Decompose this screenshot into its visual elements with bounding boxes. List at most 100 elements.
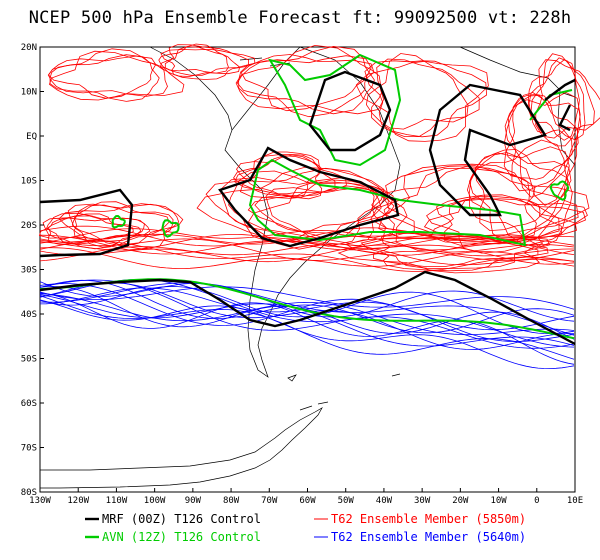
- contour-5850m: [47, 48, 168, 97]
- contour-5640m: [39, 299, 575, 370]
- lon-tick-label: 130W: [29, 496, 51, 506]
- avn-5850m-contour: [111, 214, 126, 229]
- lon-tick-label: 40W: [376, 496, 393, 506]
- legend-item-avn: AVN (12Z) T126 Control: [85, 530, 261, 544]
- contour-5850m: [239, 153, 347, 199]
- contour-5640m: [39, 283, 575, 331]
- lon-tick-label: 120W: [67, 496, 89, 506]
- lon-tick-label: 60W: [299, 496, 316, 506]
- lon-tick-label: 30W: [414, 496, 431, 506]
- legend-label-avn: AVN (12Z) T126 Control: [102, 530, 261, 544]
- contour-5850m: [234, 151, 336, 195]
- lat-tick-label: 40S: [21, 310, 37, 320]
- contour-5850m: [426, 197, 588, 254]
- contour-5850m: [205, 167, 387, 247]
- contour-5850m: [235, 44, 385, 115]
- contour-5850m: [232, 155, 323, 200]
- avn-5850m-contour: [161, 219, 180, 238]
- legend: MRF (00Z) T126 Control AVN (12Z) T126 Co…: [85, 512, 526, 544]
- contour-5850m: [160, 49, 256, 80]
- lat-tick-label: 10S: [21, 177, 37, 187]
- lon-tick-label: 0: [534, 496, 539, 506]
- legend-item-5850m: T62 Ensemble Member (5850m): [314, 512, 526, 526]
- legend-item-5640m: T62 Ensemble Member (5640m): [314, 530, 526, 544]
- contour-5850m: [39, 243, 575, 266]
- legend-label-5850m: T62 Ensemble Member (5850m): [331, 512, 526, 526]
- contour-5850m: [47, 215, 142, 246]
- contour-5850m: [235, 154, 321, 199]
- lon-tick-label: 80W: [223, 496, 240, 506]
- contour-5850m: [39, 234, 575, 265]
- contour-5850m: [436, 194, 586, 246]
- contour-5850m: [39, 244, 574, 263]
- lat-tick-label: EQ: [26, 132, 37, 142]
- contour-5850m: [238, 45, 375, 115]
- longitude-axis: 130W 120W 110W 100W 90W 80W 70W 60W 50W 40W 30W 20W…: [29, 488, 583, 506]
- contour-5850m: [503, 93, 573, 180]
- contour-5850m: [236, 55, 372, 118]
- contour-5850m: [504, 92, 582, 198]
- contour-5850m: [469, 152, 572, 243]
- contour-5850m: [535, 59, 600, 147]
- lat-tick-label: 80S: [21, 488, 37, 498]
- mrf-5850m-contour: [428, 83, 547, 217]
- contour-5850m: [164, 44, 249, 76]
- lon-tick-label: 50W: [338, 496, 355, 506]
- contour-5850m: [466, 146, 570, 244]
- contour-5640m: [39, 287, 575, 342]
- contour-5640m: [39, 295, 575, 360]
- legend-item-mrf: MRF (00Z) T126 Control: [85, 512, 261, 526]
- avn-5850m-contour: [549, 180, 570, 201]
- contour-5640m: [39, 293, 575, 336]
- map-frame: [39, 46, 576, 493]
- contour-5850m: [385, 165, 590, 251]
- contour-5640m: [39, 285, 575, 340]
- mrf-5850m-contour: [308, 70, 392, 152]
- contour-5850m: [337, 234, 544, 274]
- lon-tick-label: 20W: [452, 496, 469, 506]
- contour-5640m: [39, 279, 575, 334]
- mrf-control-contours: [39, 70, 576, 346]
- contour-5850m: [355, 60, 489, 142]
- lat-tick-label: 20N: [21, 43, 37, 53]
- contour-5850m: [373, 232, 539, 267]
- mrf-5850m-contour: [544, 78, 576, 132]
- lat-tick-label: 10N: [21, 88, 37, 98]
- contour-5850m: [527, 59, 580, 141]
- contour-5640m: [39, 286, 575, 335]
- contour-5850m: [474, 149, 569, 232]
- lat-tick-label: 20S: [21, 221, 37, 231]
- lat-tick-label: 70S: [21, 444, 37, 454]
- contour-5850m: [468, 139, 573, 247]
- mrf-5850m-contour: [39, 188, 134, 258]
- lon-tick-label: 110W: [106, 496, 128, 506]
- contour-5850m: [364, 60, 488, 138]
- lat-tick-label: 60S: [21, 399, 37, 409]
- lon-tick-label: 90W: [185, 496, 202, 506]
- contour-5850m: [73, 201, 170, 241]
- contour-5850m: [378, 163, 579, 241]
- mrf-5850m-contour: [218, 146, 400, 248]
- legend-label-5640m: T62 Ensemble Member (5640m): [331, 530, 526, 544]
- central-america-coast: [149, 46, 233, 131]
- lon-tick-label: 10E: [567, 496, 583, 506]
- mrf-5640m-contour: [39, 270, 576, 346]
- lon-tick-label: 70W: [261, 496, 278, 506]
- contour-5850m: [71, 204, 174, 248]
- lon-tick-label: 100W: [144, 496, 166, 506]
- south-shetland-islands: [299, 401, 329, 411]
- africa-coast: [459, 46, 576, 166]
- south-america-coast: [224, 46, 401, 378]
- contour-5850m: [228, 170, 375, 243]
- latitude-axis: 20N 10N EQ 10S 20S 30S 40S 50S 60S 70S 80S: [21, 43, 44, 498]
- contour-5850m: [39, 247, 575, 269]
- legend-label-mrf: MRF (00Z) T126 Control: [102, 512, 261, 526]
- contour-5850m: [240, 54, 375, 112]
- contour-5640m: [39, 286, 575, 310]
- falkland-islands: [287, 374, 297, 382]
- south-georgia-island: [391, 373, 401, 377]
- lat-tick-label: 50S: [21, 355, 37, 365]
- contour-5850m: [48, 50, 185, 101]
- contour-5850m: [38, 213, 134, 240]
